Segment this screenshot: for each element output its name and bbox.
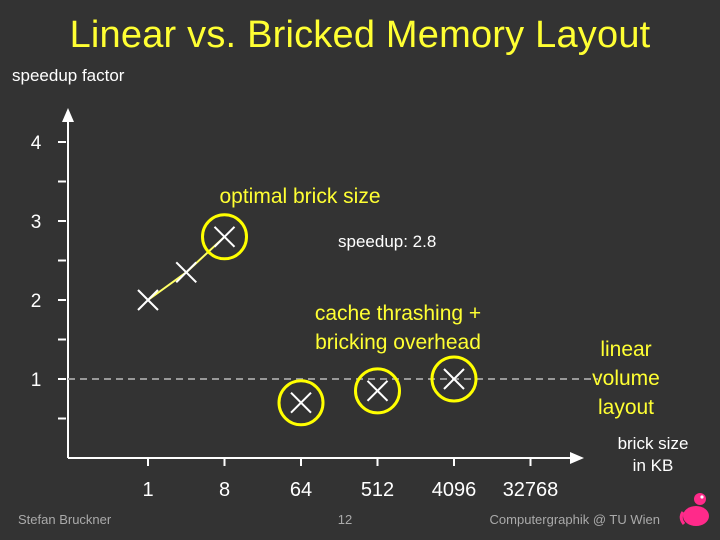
footer-institution: Computergraphik @ TU Wien: [489, 512, 660, 527]
annotation-thrashing: bricking overhead: [315, 331, 481, 354]
x-axis-arrow: [570, 452, 584, 464]
institute-logo-icon: [679, 493, 709, 526]
series-line: [147, 236, 226, 301]
x-tick-label: 512: [361, 479, 394, 501]
y-axis-label: speedup factor: [12, 66, 125, 85]
data-point-marker: [443, 368, 465, 390]
y-tick-label: 4: [31, 133, 42, 154]
highlight-circle: [354, 367, 401, 415]
highlight-circle: [430, 355, 478, 403]
annotation-linear: volume: [592, 367, 660, 390]
x-axis-label: in KB: [633, 456, 674, 475]
x-tick-label: 64: [290, 479, 312, 501]
x-axis-label: brick size: [618, 434, 689, 453]
footer-author: Stefan Bruckner: [18, 512, 112, 527]
slide-title: Linear vs. Bricked Memory Layout: [69, 14, 651, 56]
data-point-marker: [137, 289, 159, 311]
x-tick-label: 8: [219, 479, 230, 501]
y-tick-label: 3: [31, 212, 42, 233]
data-point-marker: [290, 391, 312, 414]
speedup-chart: 1 2 3 4 1 8 64 512 4096 32768 optimal brick size sp…: [31, 108, 689, 501]
x-tick-label: 4096: [432, 479, 477, 501]
highlight-circle: [201, 213, 248, 261]
annotation-speedup: speedup: 2.8: [338, 232, 436, 251]
annotation-linear: linear: [600, 338, 651, 361]
annotation-thrashing: cache thrashing +: [315, 302, 481, 325]
y-tick-label: 1: [31, 370, 42, 391]
annotation-linear: layout: [598, 396, 654, 419]
data-point-marker: [175, 261, 197, 284]
y-tick-label: 2: [31, 291, 42, 312]
highlight-circle: [277, 379, 325, 427]
x-tick-label: 32768: [503, 479, 559, 501]
annotation-optimal: optimal brick size: [219, 185, 380, 208]
data-point-marker: [366, 380, 389, 402]
y-axis-arrow: [62, 108, 74, 122]
x-tick-label: 1: [142, 479, 153, 501]
page-number: 12: [337, 512, 353, 527]
data-point-marker: [213, 226, 236, 248]
